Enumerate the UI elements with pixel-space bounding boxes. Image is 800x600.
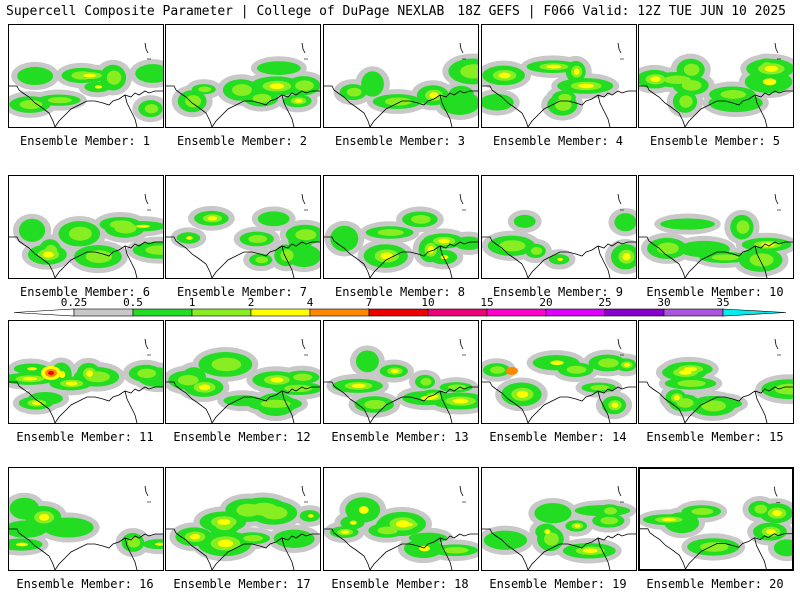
member-label: Ensemble Member: 20 [646,577,784,591]
member-panel[interactable] [481,467,637,571]
member-label: Ensemble Member: 15 [646,430,784,444]
scp-map [640,486,792,569]
member-panel[interactable] [481,320,637,424]
scp-map [324,338,478,423]
member-label: Ensemble Member: 17 [173,577,311,591]
scale-segment [368,308,429,317]
member-panel[interactable] [165,24,321,128]
scale-segment [486,308,547,317]
scp-map [639,338,793,423]
scale-segment [191,308,252,317]
scp-map [482,338,636,423]
scale-segment [250,308,311,317]
member-label: Ensemble Member: 12 [173,430,311,444]
member-panel[interactable] [8,24,164,128]
scale-arrow-left [13,308,75,317]
scale-tick-label: 2 [247,296,255,309]
member-label: Ensemble Member: 11 [16,430,154,444]
member-label: Ensemble Member: 13 [331,430,469,444]
scp-map [324,42,478,127]
scp-map [324,485,478,570]
scp-map [482,42,636,127]
member-panel[interactable] [165,320,321,424]
scp-map [9,485,163,570]
member-label: Ensemble Member: 4 [492,134,624,148]
member-label: Ensemble Member: 14 [489,430,627,444]
member-label: Ensemble Member: 5 [649,134,781,148]
scp-map [9,42,163,127]
member-panel[interactable] [323,24,479,128]
member-panel[interactable] [481,175,637,279]
member-label: Ensemble Member: 8 [334,285,466,299]
member-panel[interactable] [165,467,321,571]
scale-tick-label: 1 [188,296,196,309]
scale-tick-label: 0.5 [123,296,143,309]
member-panel[interactable] [323,320,479,424]
scale-tick-label: 20 [539,296,553,309]
member-panel[interactable] [638,467,794,571]
member-panel[interactable] [8,320,164,424]
valid-time-label: 18Z GEFS | F066 Valid: 12Z TUE JUN 10 20… [457,4,786,19]
scale-tick-label: 7 [365,296,373,309]
member-panel[interactable] [8,175,164,279]
scale-segment [132,308,193,317]
member-label: Ensemble Member: 7 [176,285,308,299]
scp-map [482,485,636,570]
scale-tick-label: 30 [657,296,671,309]
member-label: Ensemble Member: 16 [16,577,154,591]
member-panel[interactable] [165,175,321,279]
scp-map [324,193,478,278]
scale-tick-label: 15 [480,296,494,309]
scale-segment [309,308,370,317]
scp-map [166,193,320,278]
scp-map [9,338,163,423]
scale-arrow-right [722,308,787,317]
member-panel[interactable] [638,175,794,279]
member-panel[interactable] [323,175,479,279]
member-label: Ensemble Member: 10 [646,285,784,299]
scp-map [166,485,320,570]
scp-map [639,193,793,278]
member-label: Ensemble Member: 2 [176,134,308,148]
member-panel[interactable] [638,320,794,424]
scp-map [482,193,636,278]
scale-tick-label: 25 [598,296,612,309]
scale-segment [663,308,724,317]
scale-segment [73,308,134,317]
scale-segment [427,308,488,317]
member-label: Ensemble Member: 6 [19,285,151,299]
member-label: Ensemble Member: 18 [331,577,469,591]
scale-segment [545,308,606,317]
color-scale-bar [13,308,787,317]
member-label: Ensemble Member: 1 [19,134,151,148]
scale-tick-label: 0.25 [60,296,88,309]
scp-map [166,42,320,127]
member-panel[interactable] [323,467,479,571]
scale-tick-label: 10 [421,296,435,309]
scale-segment [604,308,665,317]
member-label: Ensemble Member: 9 [492,285,624,299]
member-label: Ensemble Member: 3 [334,134,466,148]
member-panel[interactable] [481,24,637,128]
member-panel[interactable] [638,24,794,128]
page-title: Supercell Composite Parameter | College … [6,4,445,19]
scale-tick-label: 35 [716,296,730,309]
scale-tick-label: 4 [306,296,314,309]
member-panel[interactable] [8,467,164,571]
scp-map [639,42,793,127]
scp-map [166,338,320,423]
member-label: Ensemble Member: 19 [489,577,627,591]
scp-map [9,193,163,278]
